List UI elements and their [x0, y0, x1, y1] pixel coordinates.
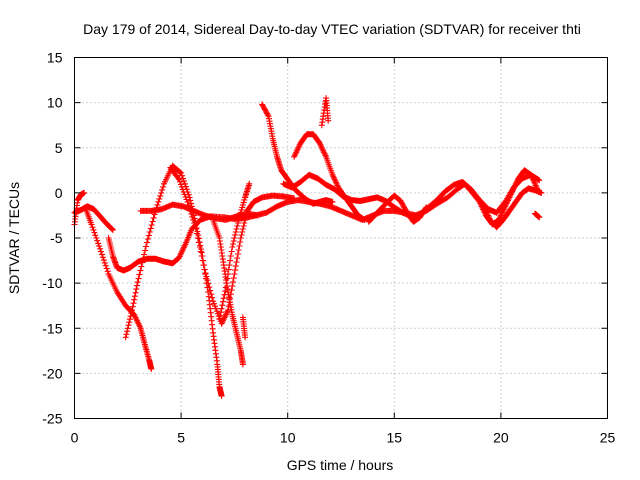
series-arc-10 [291, 131, 368, 223]
data-point-markers [291, 131, 368, 223]
data-point-markers [216, 180, 253, 323]
y-tick-label: -5 [50, 230, 63, 246]
data-point-markers [259, 101, 336, 207]
y-tick-label: -20 [42, 365, 62, 381]
series-arc-6 [167, 164, 298, 327]
data-markers [71, 95, 545, 399]
data-point-markers [318, 95, 332, 129]
y-axis-label: SDTVAR / TECUs [6, 182, 22, 294]
x-tick-label: 20 [493, 430, 509, 446]
chart-title: Day 179 of 2014, Sidereal Day-to-day VTE… [83, 21, 581, 37]
y-tick-label: 10 [47, 95, 63, 111]
series-arc-4 [122, 162, 225, 399]
series-arc-9 [259, 101, 336, 207]
data-point-markers [239, 314, 249, 341]
plot-frame [74, 57, 608, 419]
y-tick-label: -10 [42, 275, 62, 291]
y-tick-label: 5 [55, 140, 63, 156]
y-tick-label: -25 [42, 411, 62, 427]
series-arc-8 [216, 180, 253, 323]
series-arc-13 [365, 192, 430, 225]
x-axis-label: GPS time / hours [287, 457, 394, 473]
data-point-markers [480, 185, 545, 231]
series-arc-14 [480, 185, 545, 231]
y-tick-label: -15 [42, 320, 62, 336]
grid-lines [74, 57, 608, 419]
series-arc-17 [239, 314, 249, 341]
data-point-markers [82, 204, 155, 372]
axis-ticks: 0 5 10 15 20 25 15 10 5 0 -5 -10 -15 -20 -25 [42, 50, 615, 446]
series-arc-15 [532, 210, 543, 221]
x-tick-label: 15 [387, 430, 403, 446]
x-tick-label: 25 [600, 430, 616, 446]
x-tick-label: 10 [280, 430, 296, 446]
data-point-markers [167, 164, 298, 327]
data-point-markers [532, 210, 543, 221]
series-arc-11 [318, 95, 332, 129]
series-arc-2 [82, 204, 155, 372]
y-tick-label: 15 [47, 50, 63, 66]
data-point-markers [365, 192, 430, 225]
data-point-markers [122, 162, 225, 399]
y-tick-label: 0 [55, 185, 63, 201]
x-tick-label: 0 [71, 430, 79, 446]
x-tick-label: 5 [177, 430, 185, 446]
